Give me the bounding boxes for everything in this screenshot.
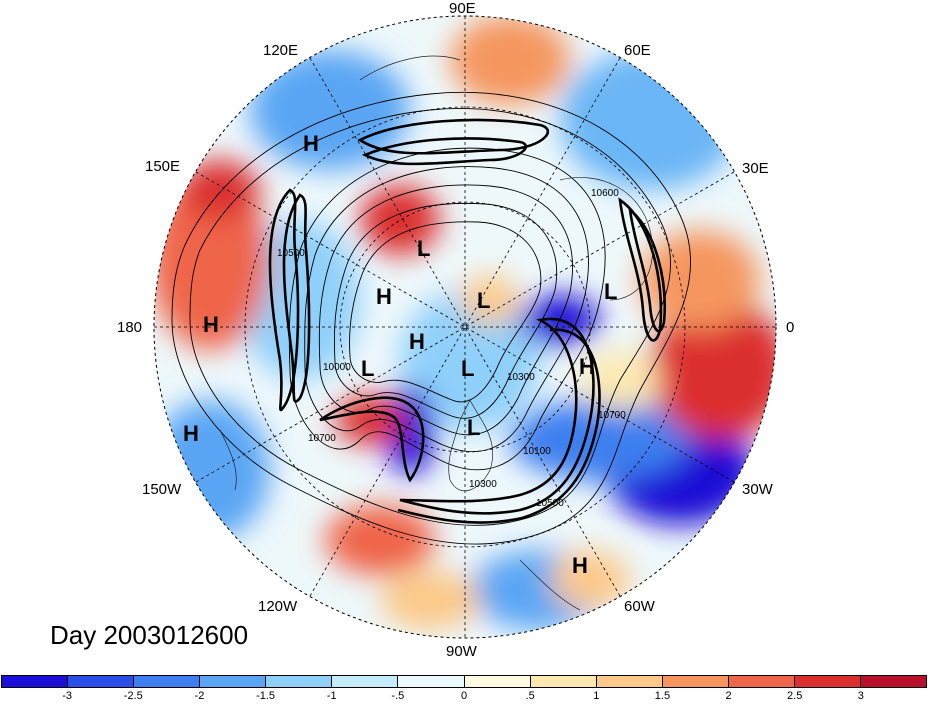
pressure-center-low: L xyxy=(461,356,475,381)
colorbar-tick-label: 2.5 xyxy=(787,690,803,702)
contour-label: 10700 xyxy=(308,433,336,444)
pressure-center-high: H xyxy=(409,329,425,354)
colorbar-segment xyxy=(2,676,69,687)
colorbar-segment xyxy=(596,676,663,687)
contour-label: 10300 xyxy=(507,372,535,383)
pressure-center-high: H xyxy=(303,131,319,156)
lon-label-150w: 150W xyxy=(142,481,182,498)
pressure-center-low: L xyxy=(477,288,491,313)
colorbar-tick-label: -2 xyxy=(194,690,205,702)
pressure-center-low: L xyxy=(417,236,431,261)
jet-contours xyxy=(268,118,666,524)
colorbar-segment xyxy=(68,676,135,687)
lon-label-150e: 150E xyxy=(145,158,181,175)
pressure-center-low: L xyxy=(361,356,375,381)
contour-label: 10000 xyxy=(323,362,351,373)
graticule xyxy=(154,16,776,638)
colorbar xyxy=(1,675,927,688)
height-contours xyxy=(171,91,692,545)
colorbar-tick-label: 1 xyxy=(593,690,600,702)
map-boundary xyxy=(153,15,777,639)
lon-label-180: 180 xyxy=(117,319,143,336)
colorbar-tick-label: -2.5 xyxy=(123,690,143,702)
lon-label-60e: 60E xyxy=(624,42,651,59)
lon-label-90e: 90E xyxy=(449,0,476,17)
colorbar-tick-label: -3 xyxy=(62,690,73,702)
colorbar-tick-label: 0 xyxy=(460,690,468,702)
lon-label-30w: 30W xyxy=(742,481,773,498)
colorbar-segment xyxy=(464,676,531,687)
colorbar-tick-label: 2 xyxy=(725,690,732,702)
colorbar-segment xyxy=(266,676,333,687)
colorbar-segment xyxy=(861,676,927,687)
pressure-center-high: H xyxy=(572,553,588,578)
contour-label: 10500 xyxy=(536,498,564,509)
anomaly-field xyxy=(154,16,776,638)
colorbar-tick-label: -1.5 xyxy=(256,690,276,702)
lon-label-120w: 120W xyxy=(258,598,298,615)
colorbar-tick-label: .5 xyxy=(525,690,535,702)
pressure-center-high: H xyxy=(376,284,392,309)
colorbar-tick-label: 3 xyxy=(857,690,864,702)
colorbar-tick-label: -1 xyxy=(326,690,337,702)
pressure-center-low: L xyxy=(604,279,618,304)
colorbar-segment xyxy=(728,676,795,687)
contour-label: 10100 xyxy=(523,446,551,457)
colorbar-segment xyxy=(200,676,267,687)
coastlines xyxy=(219,55,653,611)
lon-label-60w: 60W xyxy=(624,598,655,615)
contour-label: 10600 xyxy=(591,188,619,199)
colorbar-tick-label: -.5 xyxy=(391,690,405,702)
contour-label: 10300 xyxy=(469,479,497,490)
lon-label-90w: 90W xyxy=(446,643,477,660)
pressure-center-low: L xyxy=(467,415,481,440)
colorbar-segment xyxy=(134,676,201,687)
colorbar-segment xyxy=(530,676,597,687)
pressure-center-high: H xyxy=(183,421,199,446)
pressure-center-high: H xyxy=(203,312,219,337)
colorbar-segment xyxy=(794,676,862,687)
contour-label: 10500 xyxy=(277,248,305,259)
pressure-center-high: H xyxy=(579,354,595,379)
colorbar-ticks: -3 -2.5 -2 -1.5 -1 -.5 0 .5 1 1.5 2 2.5 3 xyxy=(0,690,928,704)
map-title: Day 2003012600 xyxy=(50,620,249,650)
colorbar-segment xyxy=(662,676,729,687)
lon-label-120e: 120E xyxy=(263,42,299,59)
colorbar-segment xyxy=(398,676,465,687)
colorbar-segment xyxy=(332,676,399,687)
lon-label-30e: 30E xyxy=(742,160,769,177)
colorbar-tick-label: 1.5 xyxy=(654,690,671,702)
contour-label: 10700 xyxy=(598,410,626,421)
lon-label-0: 0 xyxy=(786,319,795,336)
